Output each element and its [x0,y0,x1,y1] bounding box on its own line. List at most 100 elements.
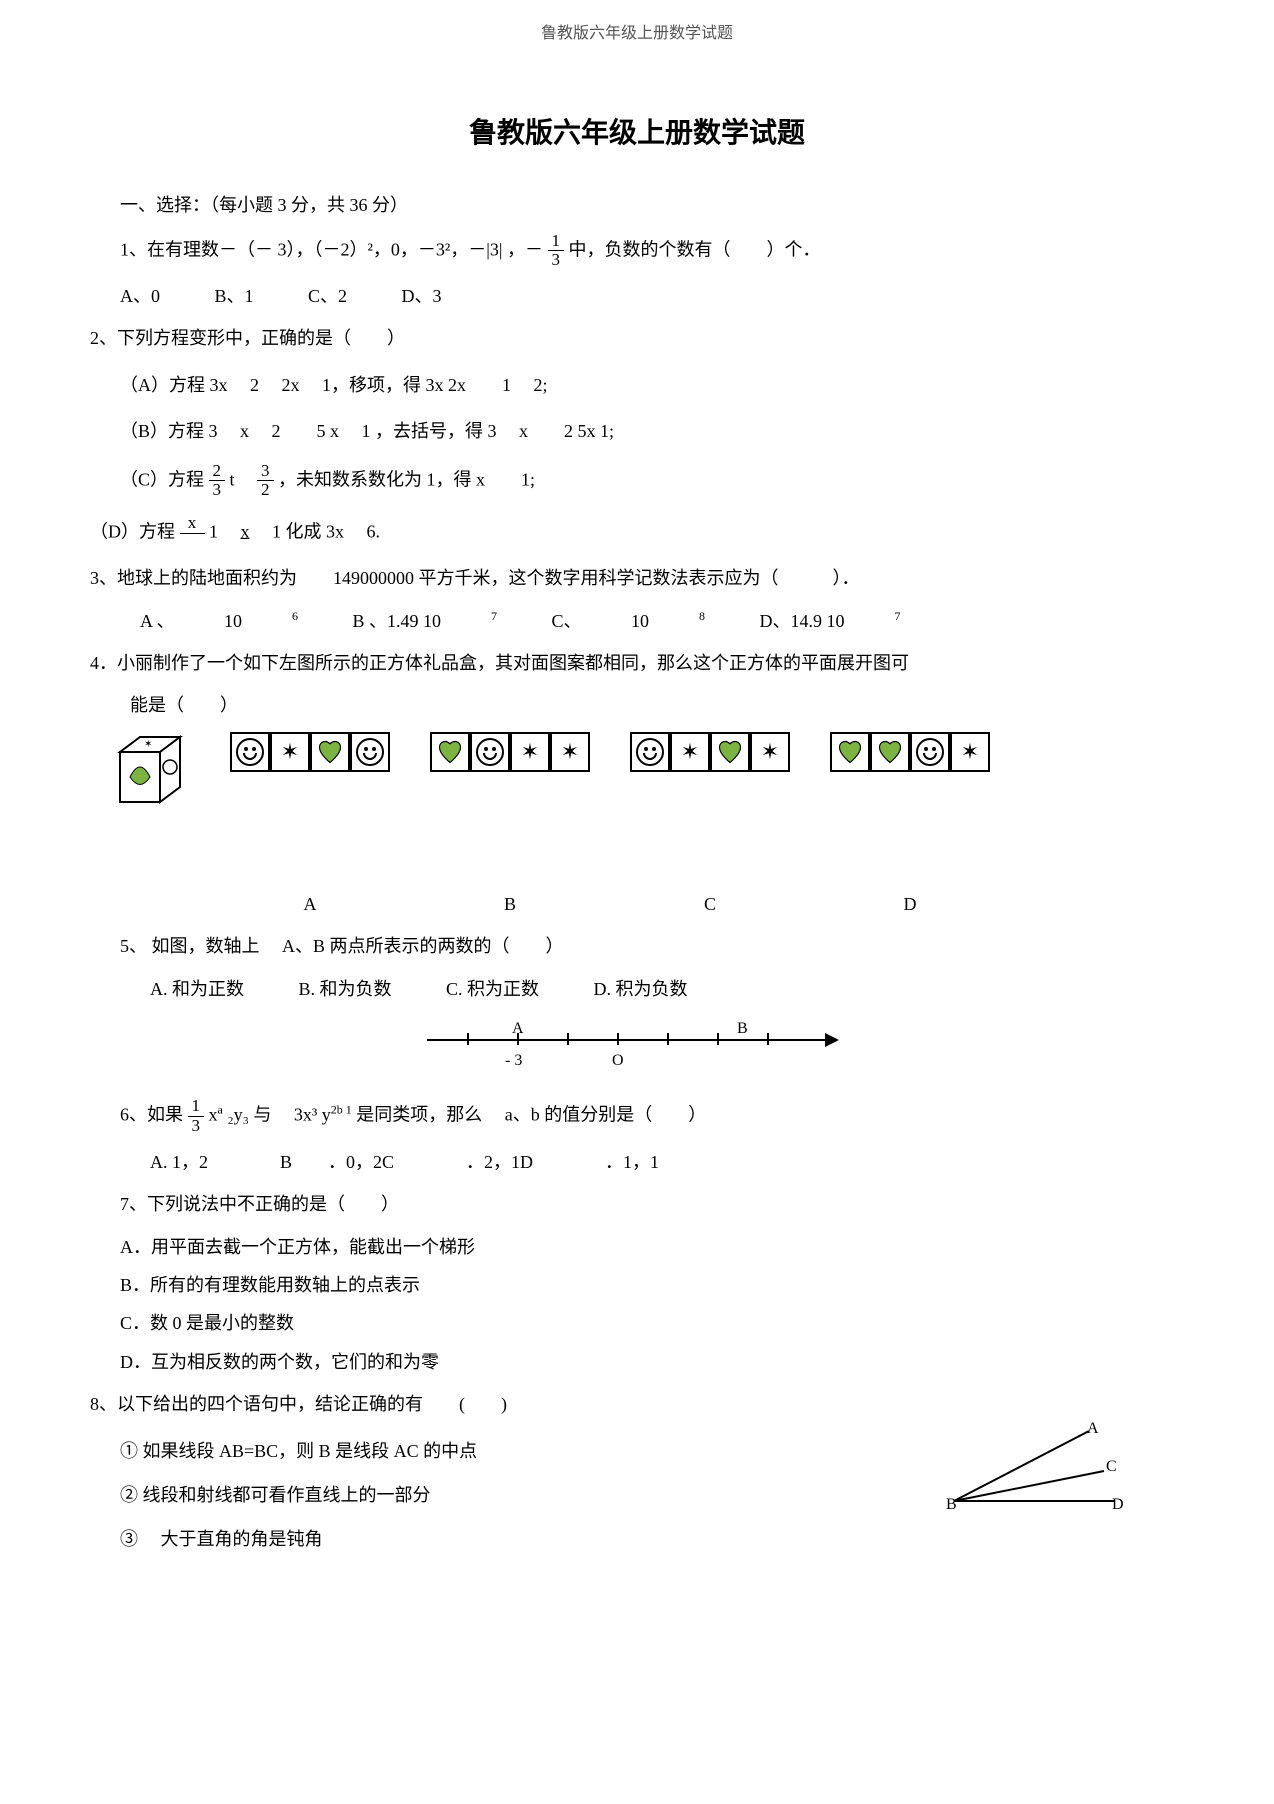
smiley-icon [636,738,664,766]
star-icon: ✶ [681,732,699,772]
q3a-sup: 6 [292,609,298,623]
q6-sup-2b1: 2b 1 [331,1103,352,1117]
question-7: 7、下列说法中不正确的是（ ） [120,1188,1184,1220]
star-icon: ✶ [281,732,299,772]
q1-opt-d: D、3 [402,280,442,312]
question-4-line1: 4．小丽制作了一个如下左图所示的正方体礼品盒，其对面图案都相同，那么这个正方体的… [90,647,1184,679]
q2c-mid: t [230,469,253,489]
nl-label-a: A [512,1015,524,1044]
q1-options: A、0 B、1 C、2 D、3 [120,280,1184,312]
q4-net-b: ✶ ✶ B [430,732,590,920]
q4-cube-3d: ✶ [110,732,190,832]
q6-fd: 3 [188,1117,205,1136]
q2d-fxn: x [180,514,205,534]
q1-fraction: 1 3 [548,232,565,270]
q3-opt-c: C、 108 [552,605,706,637]
q2c-f1d: 3 [209,481,226,500]
q5-opt-a: A. 和为正数 [150,973,244,1005]
page-header-small: 鲁教版六年级上册数学试题 [90,20,1184,49]
q6-options: A. 1，2 B ．0，2C ．2，1D ．1，1 [150,1146,1184,1178]
q4-label-d: D [830,888,990,920]
q6-mid1: x [209,1105,218,1125]
q8-angle-figure: A B C D [944,1421,1124,1521]
q3b-sup: 7 [491,609,497,623]
q1-opt-a: A、0 [120,280,160,312]
q3d-t: D、14.9 10 [760,605,845,637]
q3-options: A 、 10 6 B 、1.49 10 7 C、 108 D、14.9 10 7 [140,605,1184,637]
angle-label-b: B [946,1496,957,1511]
nl-label-m3: - 3 [505,1047,522,1076]
q6-suffix: 是同类项，那么 a、b 的值分别是（ ） [356,1105,706,1125]
q1-frac-num: 1 [548,232,565,252]
smiley-icon [236,738,264,766]
q2c-frac1: 2 3 [209,462,226,500]
q8-item-3: ③ 大于直角的角是钝角 [120,1523,1184,1555]
q1-prefix: 1、在有理数－（－ 3），（－2）²，0，－3²，－|3| ，－ [120,239,543,259]
angle-label-a: A [1087,1421,1099,1437]
q2c-prefix: （C）方程 [120,469,209,489]
q4-figures-row: ✶ ✶ ✶ A ✶ ✶ B ✶ [110,732,1184,920]
q2-opt-a: （A）方程 3x 2 2x 1，移项，得 3x 2x 1 2; [120,369,1184,401]
q3d-sup: 7 [895,609,901,623]
q6-prefix: 6、如果 [120,1105,188,1125]
q1-suffix: 中，负数的个数有（ ）个． [569,239,821,259]
q4-net-d: ✶ ✶ D [830,732,990,920]
q5-numberline: A B - 3 O [90,1021,1184,1081]
q3a-t: A 、 10 [140,605,242,637]
q7-options: A．用平面去截一个正方体，能截出一个梯形 B．所有的有理数能用数轴上的点表示 C… [90,1231,1184,1379]
q4-label-b: B [430,888,590,920]
nl-label-b: B [737,1015,748,1044]
star-icon: ✶ [961,732,979,772]
q3b-t: B 、1.49 10 [353,605,442,637]
q3-opt-b: B 、1.49 10 7 [353,605,498,637]
q6-mid2: ₂y₃ 与 3x³ y [227,1105,330,1125]
smiley-icon [476,738,504,766]
question-5: 5、 如图，数轴上 A、B 两点所表示的两数的（ ） [120,930,1184,962]
angle-label-c: C [1106,1458,1117,1475]
q3-opt-a: A 、 10 6 [140,605,298,637]
question-2: 2、下列方程变形中，正确的是（ ） [90,322,1184,354]
question-8: 8、以下给出的四个语句中，结论正确的有 ( ) [90,1388,1184,1420]
section-heading: 一、选择：（每小题 3 分，共 36 分） [120,189,1184,221]
q1-opt-c: C、2 [308,280,347,312]
heart-icon [876,738,904,766]
q3c-t: C、 10 [552,605,650,637]
q5-opt-b: B. 和为负数 [299,973,392,1005]
svg-text:✶: ✶ [144,739,152,750]
nl-label-o: O [612,1047,624,1076]
main-title: 鲁教版六年级上册数学试题 [90,109,1184,159]
q4-net-c: ✶ ✶ C [630,732,790,920]
question-3: 3、地球上的陆地面积约为 149000000 平方千米，这个数字用科学记数法表示… [90,562,1184,594]
q2c-f1n: 2 [209,462,226,482]
angle-label-d: D [1112,1496,1124,1511]
q1-frac-den: 3 [548,251,565,270]
q5-options: A. 和为正数 B. 和为负数 C. 积为正数 D. 积为负数 [150,973,1184,1005]
q2-opt-c: （C）方程 2 3 t 3 2 ，未知数系数化为 1，得 x 1; [120,462,1184,500]
q2d-fracx: x [180,514,205,552]
smiley-icon [916,738,944,766]
question-4-line2: 能是（ ） [130,689,1184,721]
q2c-f2n: 3 [257,462,274,482]
q6-fn: 1 [188,1097,205,1117]
star-icon: ✶ [561,732,579,772]
q7-opt-b: B．所有的有理数能用数轴上的点表示 [120,1269,1184,1301]
q7-opt-d: D．互为相反数的两个数，它们的和为零 [120,1346,1184,1378]
q5-opt-d: D. 积为负数 [594,973,688,1005]
q2d-under: x [241,521,250,541]
q5-opt-c: C. 积为正数 [446,973,539,1005]
q2-opt-d: （D）方程 x 1 x 1 化成 3x 6. [90,514,1184,552]
q1-opt-b: B、1 [215,280,254,312]
q4-label-c: C [630,888,790,920]
heart-icon [316,738,344,766]
star-icon: ✶ [761,732,779,772]
q4-net-a: ✶ ✶ A [230,732,390,920]
heart-icon [716,738,744,766]
q2d-mid: 1 [209,521,236,541]
q2c-frac2: 3 2 [257,462,274,500]
heart-icon [436,738,464,766]
q6-sup-a: a [218,1103,223,1117]
star-icon: ✶ [521,732,539,772]
cube-3d-svg: ✶ [110,732,190,822]
q6-frac: 1 3 [188,1097,205,1135]
q2d-fxd [180,534,205,553]
